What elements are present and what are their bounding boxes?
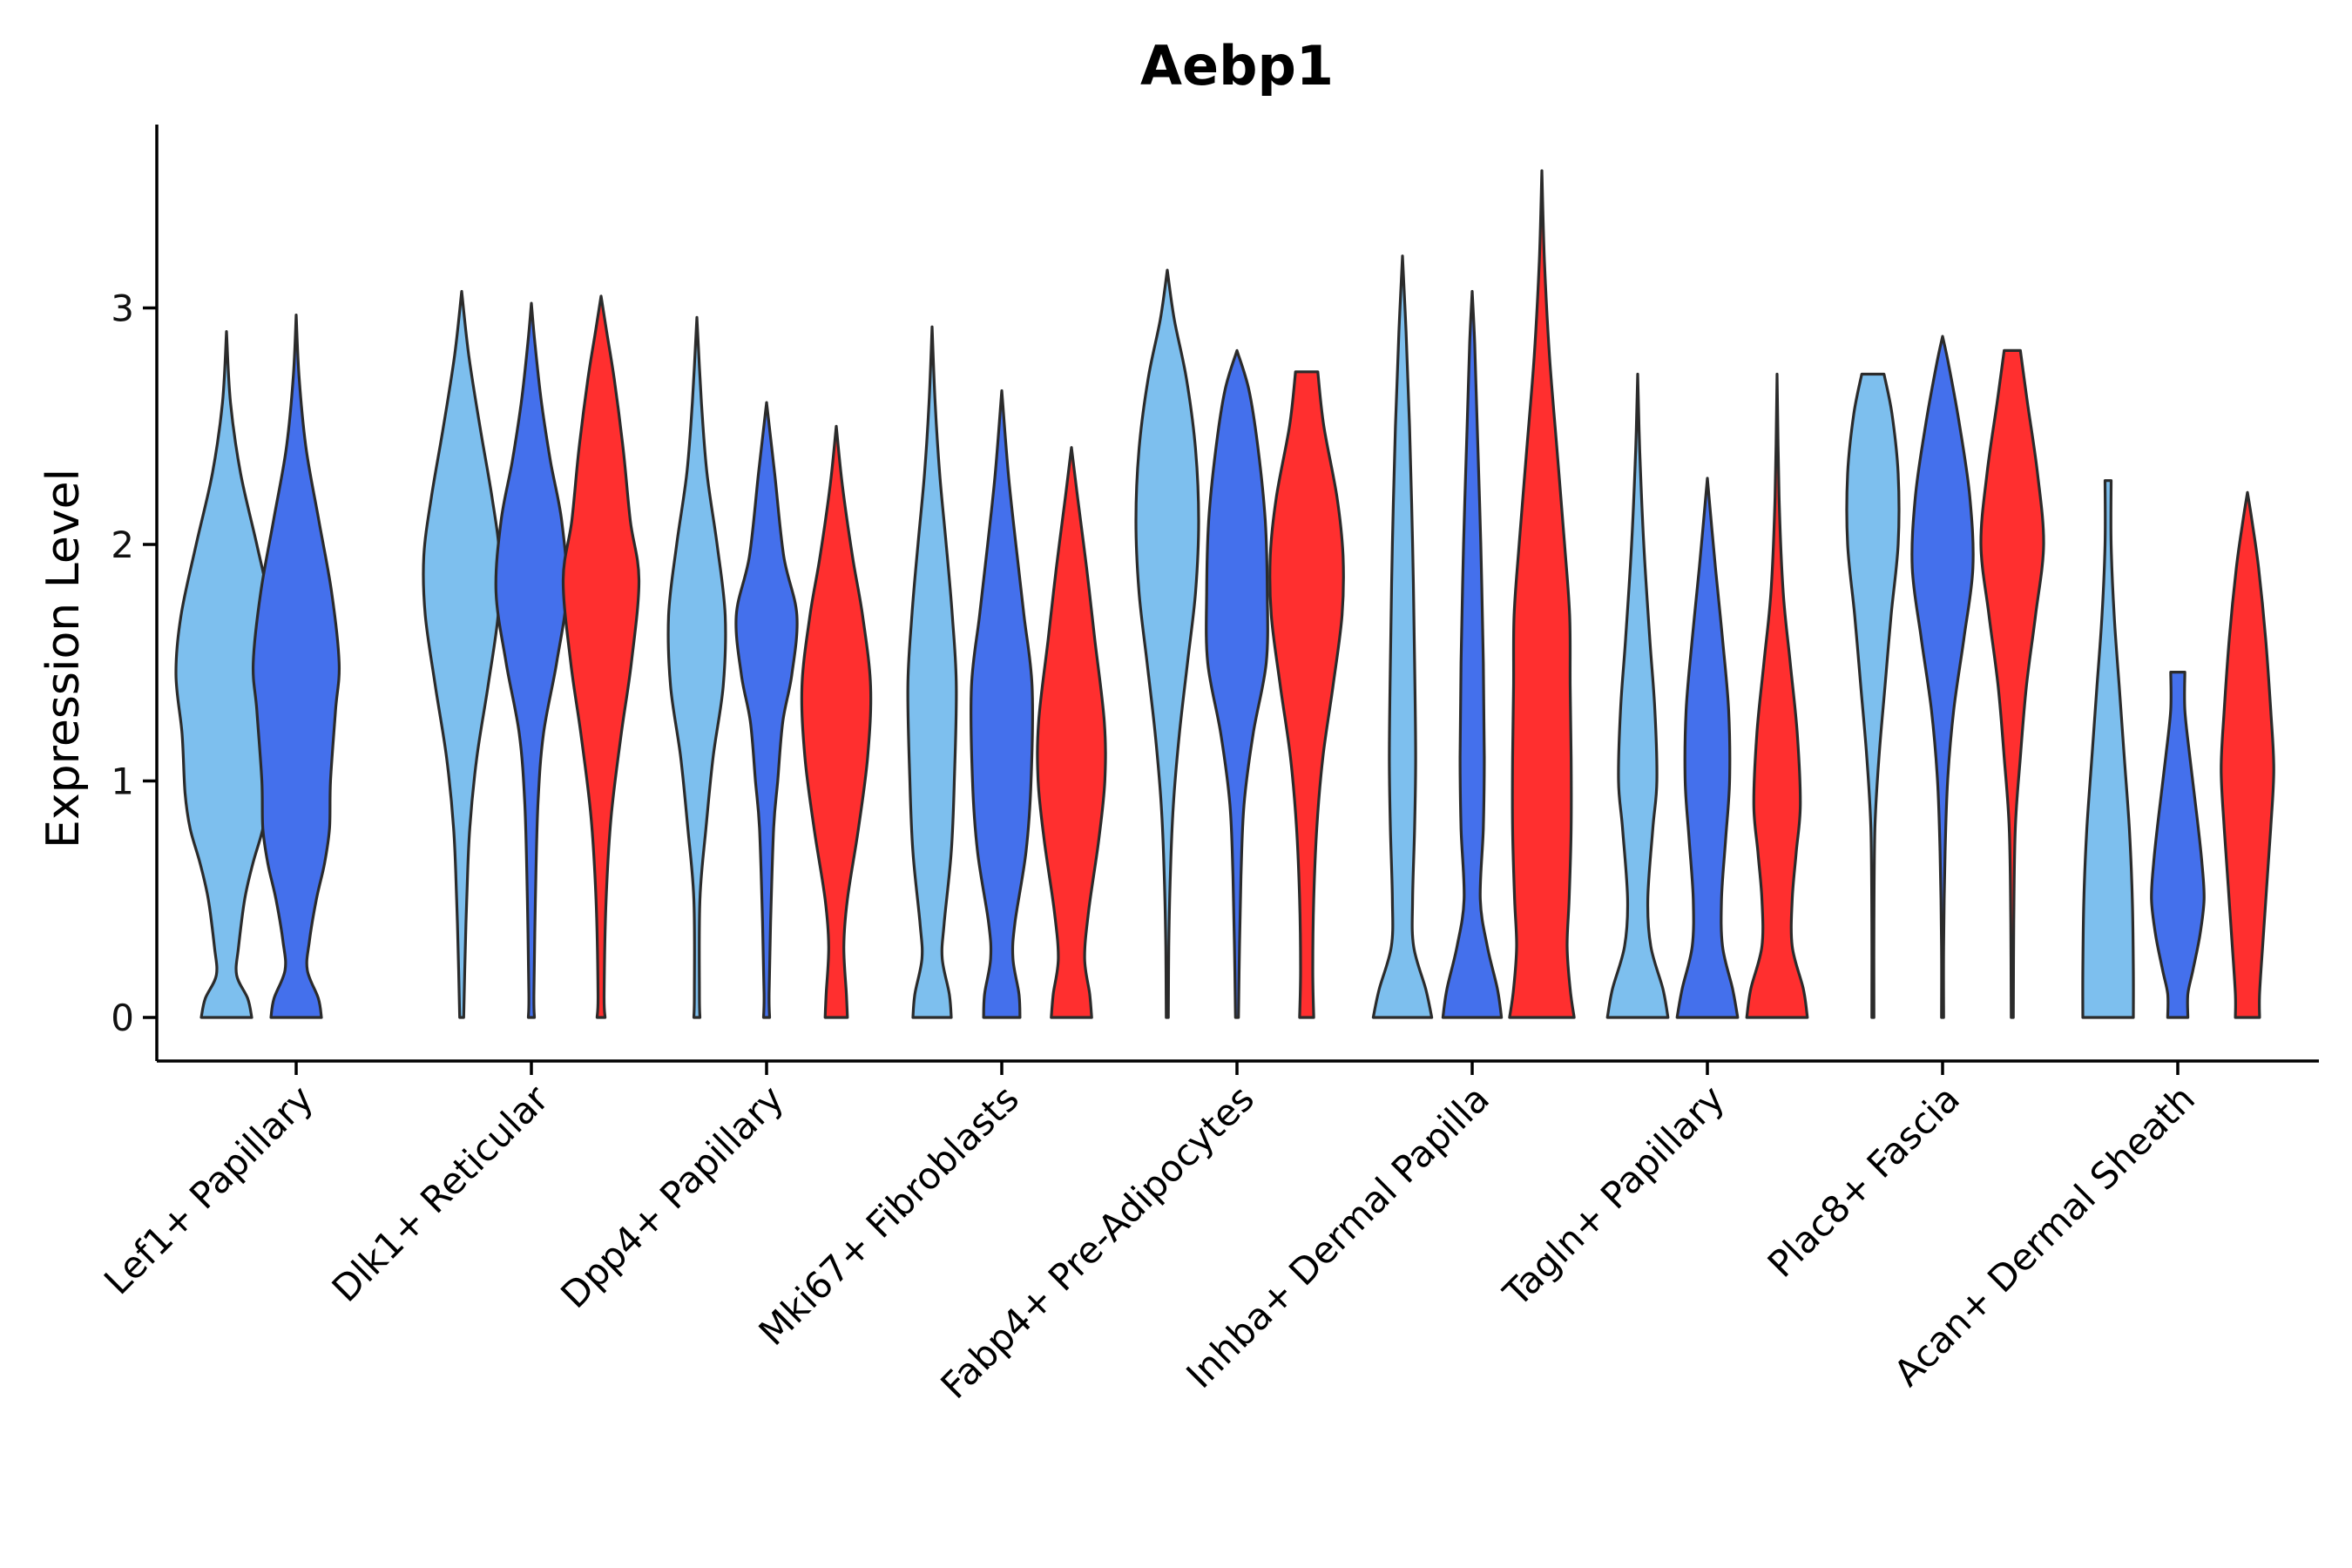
violin-6-series-1 — [1371, 254, 1434, 1019]
x-tick-label-4: Mki67+ Fibroblasts — [751, 1077, 1027, 1353]
violin-9-series-2 — [2150, 671, 2206, 1019]
x-tick-label-3: Dpp4+ Papillary — [552, 1077, 792, 1316]
violin-9-series-1 — [2081, 479, 2135, 1019]
violin-8-series-2 — [1910, 335, 1975, 1019]
x-tick-label-8: Plac8+ Fascia — [1760, 1077, 1968, 1285]
chart-title: Aebp1 — [1140, 34, 1334, 98]
violin-9-series-3 — [2220, 490, 2275, 1019]
violin-5-series-2 — [1205, 348, 1269, 1019]
violins-layer — [174, 169, 2275, 1019]
violin-6-series-3 — [1508, 169, 1576, 1019]
violin-1-series-1 — [174, 330, 279, 1019]
y-tick-label-0: 0 — [111, 997, 134, 1039]
violin-2-series-3 — [561, 294, 641, 1019]
x-tick-label-1: Lef1+ Papillary — [96, 1077, 321, 1302]
violin-3-series-1 — [666, 315, 727, 1019]
violin-7-series-1 — [1605, 372, 1670, 1019]
y-tick-label-2: 2 — [111, 524, 134, 566]
violin-5-series-1 — [1134, 268, 1200, 1019]
violin-2-series-1 — [422, 289, 502, 1019]
x-tick-label-2: Dlk1+ Reticular — [324, 1077, 558, 1310]
x-tick-label-7: Tagln+ Papillary — [1495, 1077, 1733, 1315]
y-tick-label-3: 3 — [111, 287, 134, 330]
violin-6-series-2 — [1441, 289, 1504, 1019]
violin-4-series-1 — [906, 325, 958, 1019]
violin-5-series-3 — [1268, 370, 1345, 1019]
violin-4-series-2 — [970, 389, 1034, 1019]
violin-7-series-3 — [1745, 372, 1809, 1019]
y-axis-label: Expression Level — [37, 469, 90, 848]
y-ticks: 0 1 2 3 — [111, 287, 157, 1039]
y-tick-label-1: 1 — [111, 760, 134, 803]
violin-1-series-2 — [251, 314, 341, 1019]
violin-8-series-3 — [1979, 348, 2045, 1019]
violin-7-series-2 — [1675, 476, 1740, 1019]
violin-2-series-2 — [494, 301, 569, 1019]
violin-4-series-3 — [1036, 446, 1107, 1019]
violin-3-series-2 — [734, 401, 799, 1019]
violin-3-series-3 — [800, 424, 873, 1019]
violin-8-series-1 — [1845, 372, 1901, 1019]
